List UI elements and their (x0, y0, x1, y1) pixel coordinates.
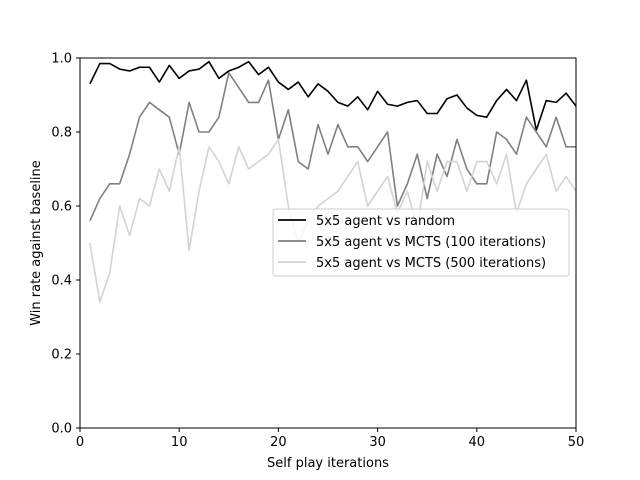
x-tick-label: 30 (369, 435, 386, 450)
series-line-3 (89, 138, 577, 304)
legend-label-3: 5x5 agent vs MCTS (500 iterations) (316, 256, 546, 271)
x-tick-label: 40 (469, 435, 486, 450)
y-axis-label: Win rate against baseline (29, 160, 44, 326)
x-axis: 0 10 20 30 40 50 (76, 428, 584, 450)
axes-frame (79, 57, 577, 429)
legend-label-1: 5x5 agent vs random (316, 214, 455, 229)
series-group (89, 60, 577, 304)
series-line-1 (89, 60, 577, 131)
x-tick-label: 0 (76, 435, 84, 450)
series-line-2 (89, 72, 576, 222)
y-tick-label: 0.0 (51, 422, 72, 437)
y-tick-label: 0.8 (51, 126, 72, 141)
y-tick-label: 0.6 (51, 200, 72, 215)
legend-box (272, 208, 570, 277)
y-tick-label: 0.4 (51, 274, 72, 289)
x-tick-label: 20 (270, 435, 287, 450)
legend-label-2: 5x5 agent vs MCTS (100 iterations) (316, 235, 546, 250)
x-tick-label: 10 (171, 435, 188, 450)
y-tick-label: 1.0 (51, 52, 72, 67)
x-axis-label: Self play iterations (267, 456, 389, 471)
legend: 5x5 agent vs random 5x5 agent vs MCTS (10… (272, 208, 570, 277)
y-axis: 0.0 0.2 0.4 0.6 0.8 1.0 (51, 52, 80, 437)
x-tick-label: 50 (568, 435, 585, 450)
y-tick-label: 0.2 (51, 348, 72, 363)
